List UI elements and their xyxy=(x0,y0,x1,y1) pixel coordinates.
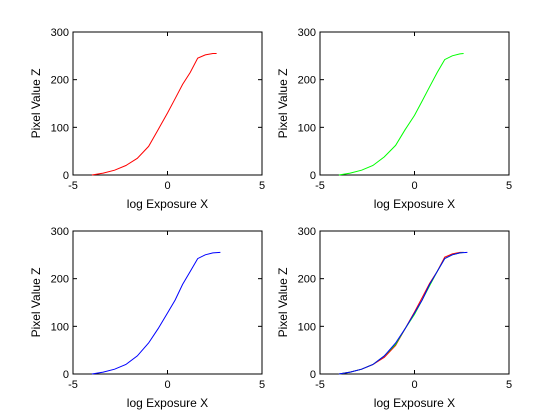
y-tick-label: 0 xyxy=(310,170,316,182)
x-tick-label: 0 xyxy=(411,180,417,192)
x-axis-label: log Exposure X xyxy=(374,197,455,211)
series-line-1 xyxy=(338,53,464,176)
x-axis-label: log Exposure X xyxy=(374,396,455,410)
y-tick-label: 200 xyxy=(51,274,69,286)
x-tick-label: -5 xyxy=(315,379,325,391)
x-axis-label: log Exposure X xyxy=(127,197,208,211)
axes-frame xyxy=(72,230,263,375)
series-line-3 xyxy=(338,251,468,375)
y-tick-label: 100 xyxy=(298,122,316,134)
x-tick-label: 0 xyxy=(164,180,170,192)
x-tick-label: -5 xyxy=(315,180,325,192)
y-tick-label: 300 xyxy=(51,226,69,238)
x-tick-label: 5 xyxy=(259,379,265,391)
y-axis-label: Pixel Value Z xyxy=(276,69,290,139)
y-tick-label: 300 xyxy=(298,226,316,238)
x-tick-label: 5 xyxy=(506,379,512,391)
x-axis-label: log Exposure X xyxy=(127,396,208,410)
x-tick-label: 5 xyxy=(506,180,512,192)
axes-frame xyxy=(319,230,510,375)
series-line-1 xyxy=(91,251,221,375)
series-line-1 xyxy=(338,251,464,375)
y-tick-label: 100 xyxy=(298,321,316,333)
x-tick-label: 0 xyxy=(411,379,417,391)
series-line-2 xyxy=(338,251,464,375)
y-tick-label: 0 xyxy=(63,170,69,182)
x-tick-label: 0 xyxy=(164,379,170,391)
y-tick-label: 0 xyxy=(63,369,69,381)
y-tick-label: 200 xyxy=(51,75,69,87)
y-tick-label: 100 xyxy=(51,122,69,134)
x-tick-label: -5 xyxy=(68,379,78,391)
y-axis-label: Pixel Value Z xyxy=(29,268,43,338)
y-tick-label: 300 xyxy=(51,27,69,39)
y-axis-label: Pixel Value Z xyxy=(29,69,43,139)
y-tick-label: 0 xyxy=(310,369,316,381)
axes-frame xyxy=(72,31,263,176)
x-tick-label: -5 xyxy=(68,180,78,192)
y-axis-label: Pixel Value Z xyxy=(276,268,290,338)
series-line-1 xyxy=(91,53,217,176)
y-tick-label: 200 xyxy=(298,75,316,87)
axes-frame xyxy=(319,31,510,176)
x-tick-label: 5 xyxy=(259,180,265,192)
y-tick-label: 100 xyxy=(51,321,69,333)
y-tick-label: 200 xyxy=(298,274,316,286)
y-tick-label: 300 xyxy=(298,27,316,39)
